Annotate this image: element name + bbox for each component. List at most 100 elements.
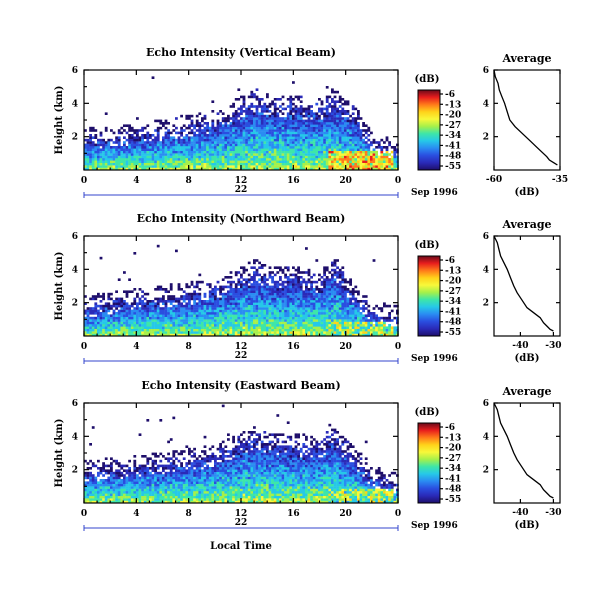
colorbar-tick-label: -6 [445, 256, 455, 266]
colorbar-tick-label: -13 [445, 266, 461, 276]
colorbar-tick-label: -55 [445, 328, 461, 338]
y-axis-label: Height (km) [54, 86, 65, 155]
colorbar [417, 422, 441, 504]
date-month: Sep 1996 [411, 188, 458, 198]
x-tick-label: 0 [395, 509, 401, 519]
date-day: 22 [235, 351, 248, 361]
x-tick-label: 0 [81, 509, 87, 519]
average-title: Average [501, 52, 551, 65]
y-tick-label: 2 [72, 466, 78, 476]
x-tick-label: 20 [339, 342, 352, 352]
heatmap-title: Echo Intensity (Northward Beam) [137, 212, 346, 225]
colorbar-tick-label: -48 [445, 318, 461, 328]
x-tick-label: 16 [287, 509, 300, 519]
x-tick-label: 8 [186, 176, 192, 186]
x-tick-label: 8 [186, 509, 192, 519]
x-tick-label: 20 [339, 509, 352, 519]
colorbar-unit: (dB) [415, 74, 440, 85]
colorbar-tick-label: -41 [445, 474, 461, 484]
y-tick-label: 2 [72, 133, 78, 143]
date-day: 22 [235, 185, 248, 195]
colorbar-tick-label: -55 [445, 162, 461, 172]
date-month: Sep 1996 [411, 521, 458, 531]
x-tick-label: 12 [235, 509, 248, 519]
x-tick-label: 12 [235, 176, 248, 186]
y-tick-label: 4 [72, 99, 78, 109]
x-tick-label: 4 [133, 342, 139, 352]
average-frame [493, 69, 561, 171]
y-tick-label: 6 [72, 66, 78, 76]
colorbar [417, 89, 441, 171]
colorbar-tick-label: -20 [445, 111, 461, 121]
colorbar-tick-label: -34 [445, 464, 461, 474]
y-axis-label: Height (km) [54, 419, 65, 488]
x-tick-label: 16 [287, 176, 300, 186]
heatmap-title: Echo Intensity (Eastward Beam) [141, 379, 340, 392]
x-tick-label: 0 [81, 342, 87, 352]
x-tick-label: 4 [133, 176, 139, 186]
colorbar-tick-label: -20 [445, 277, 461, 287]
panel-row-3: Echo Intensity (Eastward Beam) 0 4 8 12 16 20 0… [54, 379, 562, 531]
average-x-label: (dB) [515, 353, 540, 364]
colorbar-tick-label: -48 [445, 152, 461, 162]
date-month: Sep 1996 [411, 354, 458, 364]
average-y-tick-label: 6 [483, 66, 489, 76]
x-tick-label: 8 [186, 342, 192, 352]
x-tick-label: 0 [81, 176, 87, 186]
average-x-tick-label: -40 [512, 341, 528, 351]
average-x-tick-label: -30 [545, 508, 561, 518]
average-x-tick-label: -40 [512, 508, 528, 518]
average-profile-line [493, 235, 554, 332]
x-tick-label: 0 [395, 342, 401, 352]
colorbar-tick-label: -6 [445, 90, 455, 100]
average-y-tick-label: 2 [483, 466, 489, 476]
x-tick-label: 20 [339, 176, 352, 186]
colorbar-tick-label: -48 [445, 485, 461, 495]
average-y-tick-label: 4 [483, 265, 489, 275]
average-y-tick-label: 2 [483, 133, 489, 143]
average-x-tick-label: -30 [545, 341, 561, 351]
y-tick-label: 2 [72, 299, 78, 309]
colorbar-tick-label: -34 [445, 131, 461, 141]
average-y-tick-label: 6 [483, 399, 489, 409]
average-y-tick-label: 4 [483, 432, 489, 442]
average-y-tick-label: 6 [483, 232, 489, 242]
colorbar-tick-label: -41 [445, 141, 461, 151]
average-frame [493, 235, 561, 337]
average-x-label: (dB) [515, 520, 540, 531]
colorbar [417, 255, 441, 337]
colorbar-tick-label: -6 [445, 423, 455, 433]
colorbar-tick-label: -27 [445, 121, 461, 131]
date-day: 22 [235, 518, 248, 528]
colorbar-tick-label: -34 [445, 297, 461, 307]
x-tick-label: 16 [287, 342, 300, 352]
y-tick-label: 6 [72, 399, 78, 409]
colorbar-tick-label: -27 [445, 287, 461, 297]
x-tick-label: 4 [133, 509, 139, 519]
heatmap-cells [84, 76, 399, 171]
y-tick-label: 6 [72, 232, 78, 242]
x-tick-label: 0 [395, 176, 401, 186]
heatmap-title: Echo Intensity (Vertical Beam) [146, 46, 336, 59]
colorbar-tick-label: -13 [445, 100, 461, 110]
panel-row-2: Echo Intensity (Northward Beam)0 4 8 12 16 20… [54, 212, 562, 364]
average-y-tick-label: 4 [483, 99, 489, 109]
colorbar-tick-label: -55 [445, 495, 461, 505]
average-x-label: (dB) [515, 187, 540, 198]
colorbar-unit: (dB) [415, 240, 440, 251]
x-tick-label: 12 [235, 342, 248, 352]
colorbar-tick-label: -20 [445, 444, 461, 454]
heatmap-cells [84, 244, 399, 337]
average-title: Average [501, 218, 551, 231]
colorbar-tick-label: -41 [445, 307, 461, 317]
average-profile-line [493, 402, 554, 499]
average-frame [493, 402, 561, 504]
average-profile-line [493, 69, 558, 166]
heatmap-cells [84, 404, 399, 504]
panel-row-1: Echo Intensity (Vertical Beam) 0 4 8 12 16 20 0… [54, 46, 568, 198]
y-axis-label: Height (km) [54, 252, 65, 321]
colorbar-tick-label: -27 [445, 454, 461, 464]
average-x-tick-label: -35 [552, 175, 568, 185]
y-tick-label: 4 [72, 265, 78, 275]
